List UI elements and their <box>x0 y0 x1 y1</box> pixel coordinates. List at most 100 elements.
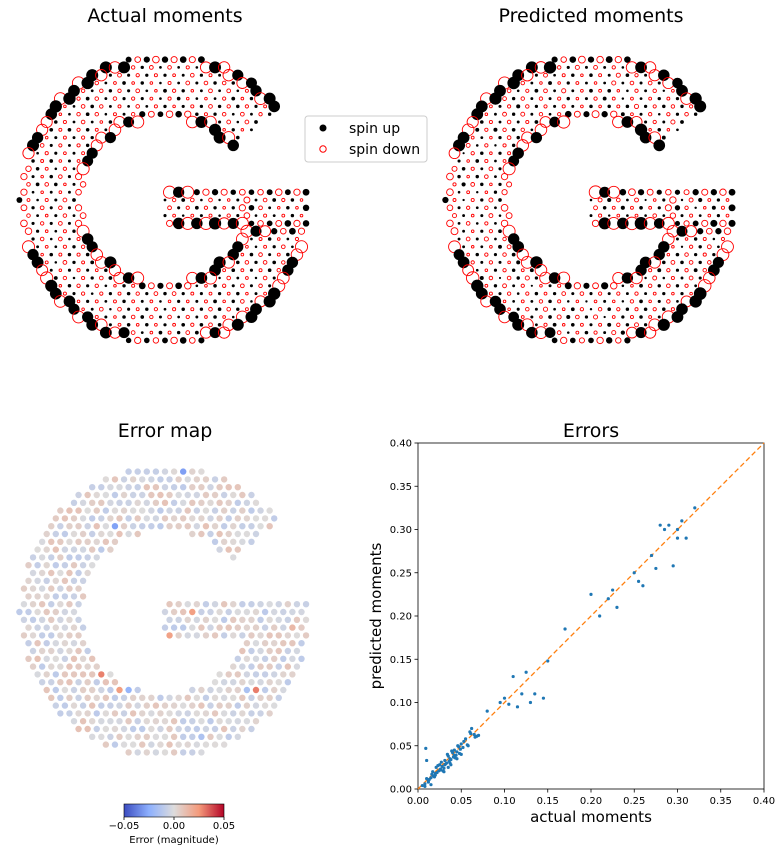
error-site-154 <box>266 523 273 530</box>
error-site-200 <box>29 554 37 561</box>
predicted-site-610 <box>657 318 670 331</box>
predicted-site-301 <box>620 205 625 210</box>
predicted-site-616 <box>575 330 580 335</box>
scatter-point <box>654 566 658 571</box>
actual-site-202 <box>49 143 53 147</box>
error-site-536 <box>120 710 128 717</box>
error-site-76 <box>216 499 223 506</box>
predicted-site-316 <box>470 213 475 218</box>
actual-site-591 <box>231 315 235 319</box>
error-site-354 <box>257 632 264 639</box>
error-site-419 <box>293 663 301 670</box>
actual-site-53 <box>195 81 199 85</box>
actual-site-581 <box>140 315 145 319</box>
predicted-site-311 <box>711 205 716 210</box>
actual-site-193 <box>81 135 86 140</box>
title-errors: Errors <box>563 420 619 442</box>
error-site-549 <box>239 710 246 717</box>
predicted-site-436 <box>707 260 712 265</box>
actual-site-532 <box>86 299 90 303</box>
actual-site-414 <box>249 252 254 257</box>
error-site-398 <box>252 655 260 662</box>
error-site-376 <box>48 647 55 655</box>
actual-site-552 <box>263 295 276 308</box>
predicted-site-212 <box>480 151 484 155</box>
actual-site-548 <box>231 299 235 304</box>
error-site-580 <box>129 725 137 733</box>
predicted-site-399 <box>688 244 694 249</box>
actual-site-385 <box>276 237 281 241</box>
error-site-481 <box>75 694 82 701</box>
error-site-453 <box>266 679 273 686</box>
actual-site-559 <box>127 307 131 311</box>
error-site-20 <box>202 476 210 483</box>
predicted-site-307 <box>674 205 681 211</box>
actual-site-217 <box>31 159 35 163</box>
predicted-site-483 <box>520 283 525 288</box>
actual-site-122 <box>208 104 213 109</box>
error-site-497 <box>220 694 228 701</box>
actual-site-197 <box>213 131 226 144</box>
predicted-site-620 <box>611 330 617 336</box>
error-site-254 <box>184 601 191 608</box>
predicted-site-513 <box>561 291 567 296</box>
actual-site-127 <box>254 104 258 108</box>
actual-site-173 <box>254 120 258 124</box>
actual-site-16 <box>167 65 172 70</box>
scatter-point <box>693 506 697 510</box>
error-site-440 <box>57 679 64 686</box>
predicted-site-125 <box>662 104 666 109</box>
predicted-site-165 <box>557 115 571 129</box>
error-site-88 <box>120 507 128 514</box>
error-site-16 <box>166 476 173 483</box>
actual-site-490 <box>157 282 164 289</box>
actual-site-57 <box>231 81 235 85</box>
error-site-582 <box>148 725 155 733</box>
error-site-367 <box>243 640 251 647</box>
actual-site-610 <box>231 318 244 331</box>
error-site-171 <box>234 530 241 538</box>
actual-site-347 <box>191 217 203 230</box>
predicted-site-444 <box>520 268 525 273</box>
scatter-point <box>680 519 684 523</box>
predicted-site-138 <box>548 112 552 116</box>
predicted-site-284 <box>669 196 677 204</box>
error-site-146 <box>193 523 201 530</box>
actual-site-111 <box>108 104 112 108</box>
predicted-site-354 <box>683 220 690 227</box>
actual-site-0 <box>125 56 132 63</box>
error-site-607 <box>207 733 214 740</box>
error-site-538 <box>139 710 146 717</box>
actual-site-199 <box>236 135 240 140</box>
predicted-site-101 <box>666 96 671 101</box>
actual-site-73 <box>190 89 195 93</box>
error-site-405 <box>38 663 46 670</box>
actual-site-425 <box>81 260 86 265</box>
predicted-site-377 <box>483 236 489 242</box>
error-site-564 <box>170 718 178 725</box>
error-site-180 <box>93 538 100 545</box>
predicted-site-470 <box>644 276 647 280</box>
error-site-402 <box>289 655 296 662</box>
actual-site-547 <box>222 299 226 304</box>
title-error-map: Error map <box>118 420 213 442</box>
actual-site-596 <box>108 323 112 327</box>
predicted-site-139 <box>557 112 562 117</box>
predicted-site-253 <box>599 186 611 198</box>
error-site-385 <box>275 647 282 655</box>
error-site-617 <box>157 741 164 748</box>
error-site-520 <box>198 702 205 709</box>
actual-site-454 <box>276 268 281 273</box>
actual-site-435 <box>272 260 277 265</box>
predicted-site-51 <box>603 81 607 85</box>
actual-site-273 <box>62 197 68 203</box>
error-site-213 <box>61 562 69 569</box>
actual-site-85 <box>94 96 99 101</box>
actual-site-116 <box>153 104 158 109</box>
predicted-site-302 <box>630 205 634 210</box>
error-site-466 <box>134 686 141 694</box>
actual-site-131 <box>58 112 63 116</box>
error-site-152 <box>248 523 255 530</box>
predicted-site-471 <box>652 275 658 281</box>
predicted-site-411 <box>516 248 529 261</box>
